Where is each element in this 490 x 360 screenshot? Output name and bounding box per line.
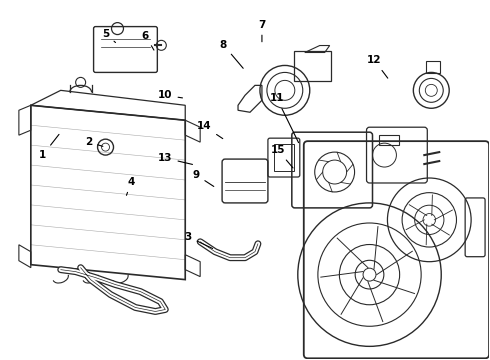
Text: 11: 11	[270, 93, 298, 143]
Text: 7: 7	[258, 19, 266, 42]
Text: 6: 6	[142, 31, 154, 50]
Text: 14: 14	[197, 121, 223, 139]
Text: 3: 3	[185, 232, 213, 248]
Text: 13: 13	[158, 153, 193, 165]
Text: 12: 12	[367, 55, 388, 78]
Text: 9: 9	[193, 170, 214, 186]
Text: 10: 10	[158, 90, 182, 100]
Text: 4: 4	[126, 177, 135, 195]
Text: 15: 15	[270, 145, 293, 168]
Text: 2: 2	[85, 137, 103, 147]
Text: 5: 5	[102, 28, 116, 42]
Text: 8: 8	[220, 40, 243, 68]
Text: 1: 1	[39, 134, 59, 160]
